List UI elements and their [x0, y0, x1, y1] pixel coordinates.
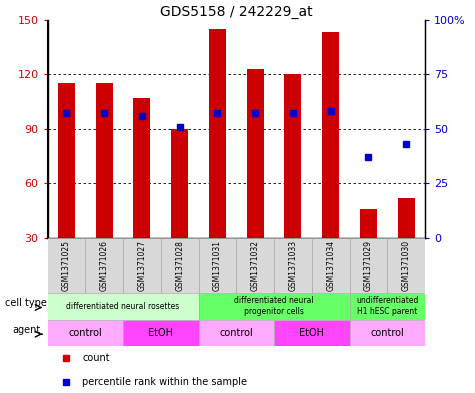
Bar: [360, 209, 377, 238]
Bar: [48, 293, 199, 320]
Bar: [123, 320, 199, 346]
Bar: [171, 129, 188, 238]
Text: control: control: [219, 328, 253, 338]
Text: undifferentiated
H1 hESC parent: undifferentiated H1 hESC parent: [356, 296, 418, 316]
Text: GSM1371032: GSM1371032: [251, 240, 260, 291]
Text: percentile rank within the sample: percentile rank within the sample: [83, 376, 247, 387]
Bar: [199, 238, 237, 293]
Bar: [48, 238, 85, 293]
Bar: [237, 238, 274, 293]
Bar: [95, 83, 113, 238]
Text: cell type: cell type: [5, 298, 47, 308]
Text: GSM1371027: GSM1371027: [137, 240, 146, 291]
Text: GSM1371031: GSM1371031: [213, 240, 222, 291]
Bar: [274, 238, 312, 293]
Bar: [350, 238, 388, 293]
Bar: [388, 238, 425, 293]
Bar: [247, 69, 264, 238]
Text: control: control: [68, 328, 102, 338]
Bar: [58, 83, 75, 238]
Text: GSM1371029: GSM1371029: [364, 240, 373, 291]
Text: GSM1371025: GSM1371025: [62, 240, 71, 291]
Text: control: control: [370, 328, 404, 338]
Text: GSM1371026: GSM1371026: [100, 240, 109, 291]
Bar: [285, 74, 302, 238]
Bar: [398, 198, 415, 238]
Bar: [133, 98, 151, 238]
Text: count: count: [83, 353, 110, 363]
Text: EtOH: EtOH: [299, 328, 324, 338]
Bar: [161, 238, 199, 293]
Text: EtOH: EtOH: [148, 328, 173, 338]
Text: GSM1371033: GSM1371033: [288, 240, 297, 291]
Bar: [48, 320, 123, 346]
Bar: [199, 293, 350, 320]
Text: agent: agent: [12, 325, 40, 335]
Bar: [322, 32, 339, 238]
Text: GSM1371028: GSM1371028: [175, 240, 184, 291]
Text: differentiated neural
progenitor cells: differentiated neural progenitor cells: [234, 296, 314, 316]
Bar: [209, 29, 226, 238]
Text: GSM1371030: GSM1371030: [402, 240, 411, 291]
Bar: [274, 320, 350, 346]
Bar: [350, 293, 425, 320]
Bar: [123, 238, 161, 293]
Text: differentiated neural rosettes: differentiated neural rosettes: [66, 302, 180, 310]
Title: GDS5158 / 242229_at: GDS5158 / 242229_at: [160, 5, 313, 18]
Bar: [350, 320, 425, 346]
Bar: [85, 238, 123, 293]
Bar: [199, 320, 274, 346]
Bar: [312, 238, 350, 293]
Text: GSM1371034: GSM1371034: [326, 240, 335, 291]
